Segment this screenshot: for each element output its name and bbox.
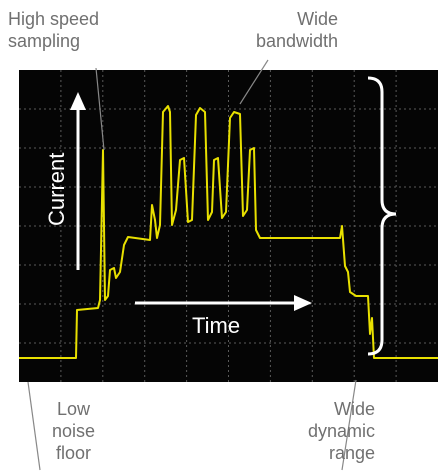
callout-line: sampling	[8, 31, 81, 51]
time-arrow	[135, 295, 312, 311]
scope-grid	[19, 70, 438, 382]
callout-line: Wide	[334, 399, 376, 419]
callout-line: High speed	[8, 9, 100, 29]
callout-high-speed-sampling: High speed sampling	[8, 8, 99, 52]
dynamic-range-brace	[367, 76, 397, 356]
callout-line: Wide	[297, 9, 339, 29]
callout-line: Low	[57, 399, 91, 419]
leader-high-speed	[95, 67, 105, 151]
leader-wide-dyn	[341, 379, 357, 471]
callout-line: noise	[52, 421, 96, 441]
leader-wide-bw	[239, 59, 269, 105]
callout-line: bandwidth	[256, 31, 339, 51]
current-label: Current	[44, 153, 69, 226]
leader-low-noise	[27, 381, 41, 471]
callout-wide-bandwidth: Wide bandwidth	[256, 8, 338, 52]
current-trace	[19, 105, 438, 359]
current-arrow	[70, 92, 86, 270]
callout-line: floor	[56, 443, 92, 463]
callout-low-noise-floor: Low noise floor	[52, 398, 95, 464]
callout-line: range	[328, 443, 376, 463]
callout-line: dynamic	[308, 421, 376, 441]
callout-wide-dynamic-range: Wide dynamic range	[308, 398, 375, 464]
time-label: Time	[192, 313, 240, 338]
